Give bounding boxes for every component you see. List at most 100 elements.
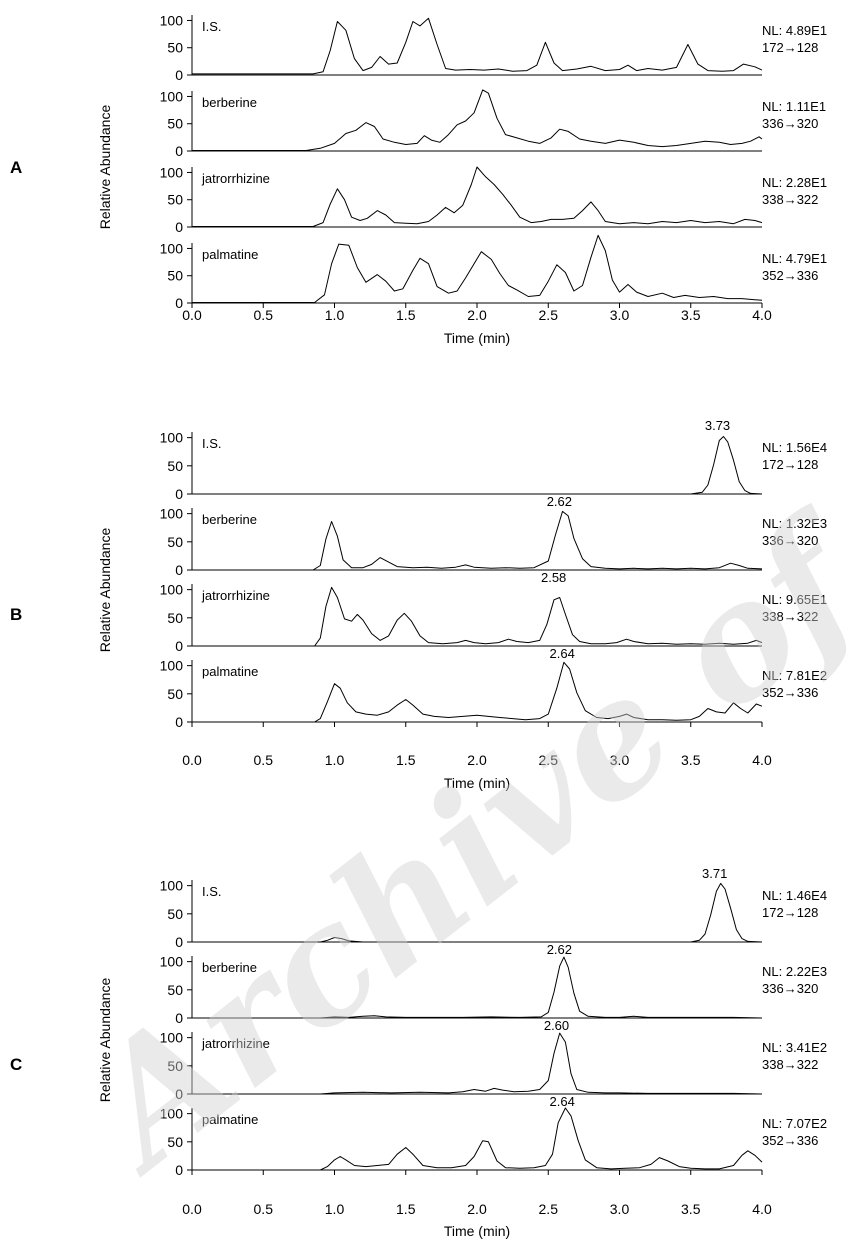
transition-label: 336→320 — [762, 533, 818, 548]
trace-berberine: 0 50 100 berberine NL: 2.22E3 336→320 2.62 — [160, 942, 827, 1026]
x-axis: 0.0 0.5 1.0 1.5 2.0 2.5 3.0 3.5 4.0 — [182, 1170, 772, 1217]
compound-label: berberine — [202, 95, 257, 110]
transition-label: 352→336 — [762, 1133, 818, 1148]
trace-line — [192, 166, 763, 227]
trace-is: 0 50 100 I.S. NL: 4.89E1 172→128 — [160, 12, 827, 83]
y-tick-label: 100 — [160, 12, 184, 28]
transition-label: 336→320 — [762, 981, 818, 996]
y-tick-label: 100 — [160, 1106, 184, 1122]
transition-label: 338→322 — [762, 1057, 818, 1072]
y-tick-label: 0 — [175, 67, 183, 83]
nl-value: NL: 4.79E1 — [762, 251, 827, 266]
peak-label: 2.60 — [544, 1018, 569, 1033]
nl-value: NL: 7.81E2 — [762, 668, 827, 683]
y-tick-label: 100 — [160, 878, 184, 894]
x-tick-label: 0.0 — [182, 1201, 202, 1217]
x-tick-label: 2.5 — [539, 307, 559, 323]
x-tick-label: 4.0 — [752, 1201, 772, 1217]
x-tick-label: 4.0 — [752, 752, 772, 768]
panel-letter: A — [10, 158, 22, 177]
x-tick-label: 2.5 — [539, 752, 559, 768]
trace-berberine: 0 50 100 berberine NL: 1.11E1 336→320 — [160, 88, 826, 159]
y-tick-label: 50 — [167, 1058, 183, 1074]
x-tick-label: 0.0 — [182, 307, 202, 323]
peak-label: 2.64 — [550, 646, 575, 661]
y-tick-label: 50 — [167, 906, 183, 922]
y-tick-label: 50 — [167, 534, 183, 550]
x-tick-label: 1.5 — [396, 307, 416, 323]
y-axis-label: Relative Abundance — [97, 105, 113, 230]
peak-label: 2.58 — [541, 570, 566, 585]
transition-label: 336→320 — [762, 116, 818, 131]
nl-value: NL: 7.07E2 — [762, 1116, 827, 1131]
y-tick-label: 0 — [175, 934, 183, 950]
y-tick-label: 50 — [167, 458, 183, 474]
nl-value: NL: 9.65E1 — [762, 592, 827, 607]
trace-is: 0 50 100 I.S. NL: 1.56E4 172→128 3.73 — [160, 418, 827, 502]
x-tick-label: 3.5 — [681, 1201, 701, 1217]
y-tick-label: 50 — [167, 192, 183, 208]
trace-line — [192, 436, 763, 495]
panel-letter: C — [10, 1055, 22, 1074]
transition-label: 172→128 — [762, 457, 818, 472]
x-tick-label: 1.5 — [396, 1201, 416, 1217]
y-tick-label: 0 — [175, 714, 183, 730]
compound-label: jatrorrhizine — [201, 588, 270, 603]
y-tick-label: 50 — [167, 268, 183, 284]
trace-line — [192, 234, 763, 303]
peak-label: 3.71 — [702, 866, 727, 881]
y-tick-label: 50 — [167, 1134, 183, 1150]
y-tick-label: 0 — [175, 486, 183, 502]
y-tick-label: 100 — [160, 506, 184, 522]
x-tick-label: 2.0 — [467, 307, 487, 323]
y-tick-label: 100 — [160, 1030, 184, 1046]
peak-label: 2.64 — [550, 1094, 575, 1109]
y-tick-label: 100 — [160, 954, 184, 970]
trace-palmatine: 0 50 100 palmatine NL: 4.79E1 352→336 — [160, 234, 827, 311]
trace-jatrorrhizine: 0 50 100 jatrorrhizine NL: 3.41E2 338→322 2.60 — [160, 1018, 827, 1102]
y-tick-label: 50 — [167, 982, 183, 998]
x-tick-label: 1.0 — [325, 1201, 345, 1217]
nl-value: NL: 1.11E1 — [762, 99, 826, 114]
compound-label: berberine — [202, 960, 257, 975]
nl-value: NL: 2.22E3 — [762, 964, 827, 979]
y-tick-label: 50 — [167, 116, 183, 132]
y-tick-label: 100 — [160, 164, 184, 180]
y-tick-label: 0 — [175, 638, 183, 654]
y-tick-label: 0 — [175, 295, 183, 311]
x-tick-label: 3.5 — [681, 752, 701, 768]
y-tick-label: 100 — [160, 658, 184, 674]
compound-label: I.S. — [202, 436, 222, 451]
x-tick-label: 3.0 — [610, 752, 630, 768]
y-tick-label: 50 — [167, 610, 183, 626]
transition-label: 352→336 — [762, 268, 818, 283]
panel-c: C Relative Abundance 0 50 100 I.S. NL: 1.46E4 1… — [10, 866, 827, 1239]
trace-line — [192, 661, 763, 723]
compound-label: berberine — [202, 512, 257, 527]
x-tick-label: 3.0 — [610, 1201, 630, 1217]
x-axis-label: Time (min) — [444, 330, 510, 346]
trace-line — [192, 1107, 763, 1171]
y-tick-label: 100 — [160, 430, 184, 446]
compound-label: I.S. — [202, 884, 222, 899]
y-tick-label: 0 — [175, 219, 183, 235]
nl-value: NL: 1.46E4 — [762, 888, 827, 903]
panel-b: B Relative Abundance 0 50 100 I.S. NL: 1.56E4 1… — [10, 418, 827, 791]
nl-value: NL: 1.56E4 — [762, 440, 827, 455]
x-axis: 0.0 0.5 1.0 1.5 2.0 2.5 3.0 3.5 4.0 — [182, 722, 772, 768]
x-tick-label: 2.5 — [539, 1201, 559, 1217]
x-tick-label: 3.5 — [681, 307, 701, 323]
y-tick-label: 100 — [160, 240, 184, 256]
peak-label: 2.62 — [547, 494, 572, 509]
x-tick-label: 0.5 — [254, 752, 274, 768]
trace-palmatine: 0 50 100 palmatine NL: 7.81E2 352→336 2.64 — [160, 646, 827, 730]
y-tick-label: 100 — [160, 582, 184, 598]
trace-jatrorrhizine: 0 50 100 jatrorrhizine NL: 2.28E1 338→322 — [160, 164, 827, 235]
compound-label: palmatine — [202, 664, 258, 679]
transition-label: 172→128 — [762, 905, 818, 920]
nl-value: NL: 3.41E2 — [762, 1040, 827, 1055]
x-axis: 0.0 0.5 1.0 1.5 2.0 2.5 3.0 3.5 4.0 — [182, 303, 772, 323]
transition-label: 172→128 — [762, 40, 818, 55]
trace-line — [192, 1032, 763, 1095]
x-tick-label: 2.0 — [467, 752, 487, 768]
